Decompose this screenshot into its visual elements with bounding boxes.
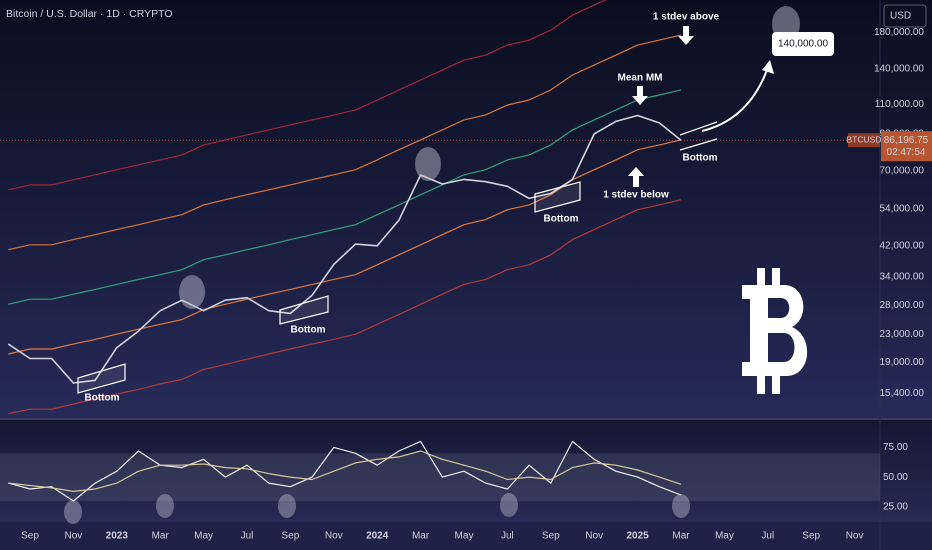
y-tick-label: 110,000.00 [875,99,925,110]
series-line [8,440,682,502]
projection-arrow [701,69,768,132]
y-tick-label: 140,000.00 [874,64,924,75]
annotation: 1 stdev below [603,190,669,201]
x-tick-label: 2024 [366,531,389,542]
target-box [772,32,834,56]
series-line [8,0,607,191]
x-tick-label: Nov [846,531,864,542]
time-axis [0,522,932,550]
arrow-up [628,167,644,187]
annotation: Bottom [544,214,579,225]
x-tick-label: May [455,531,474,542]
rsi-plot [0,440,880,502]
series-line [8,199,682,415]
y-tick-label: 54,000.00 [880,204,925,215]
highlight [156,494,174,518]
logo-part [757,268,765,288]
annotation: Bottom [683,153,718,164]
x-tick-label: Mar [412,531,430,542]
series-line [8,450,682,492]
y-tick-label: 70,000.00 [880,165,925,176]
price-label: 86,196.75 [884,135,929,146]
logo-part [772,372,780,394]
x-tick-label: Mar [152,531,170,542]
arrow-head [762,60,774,74]
main-plot [0,0,880,415]
bottom-channel [534,181,581,213]
x-tick-label: 2025 [626,531,649,542]
series-line [7,114,682,384]
rsi-panel [0,420,932,522]
price-box [881,131,932,162]
annotation: Bottom [85,393,120,404]
highlight [500,493,518,517]
countdown-label: 02:47:54 [887,147,926,158]
rsi-tick-label: 25.00 [883,502,908,513]
x-tick-label: Nov [65,531,83,542]
rsi-tick-label: 75.00 [883,442,908,453]
x-tick-label: Nov [325,531,343,542]
currency-label: USD [890,11,911,22]
highlight [415,147,441,181]
highlight [64,500,82,524]
currency-button[interactable] [883,4,927,28]
x-tick-label: Jul [761,531,774,542]
bottom-channel [679,138,718,151]
series-line [8,34,682,251]
bottom-channel [679,121,718,136]
decorations [64,4,927,524]
highlight [278,494,296,518]
annotation: Mean MM [618,73,663,84]
annotation: 140,000.00 [778,39,828,50]
x-tick-label: Nov [585,531,603,542]
x-tick-label: Jul [241,531,254,542]
x-tick-label: Jul [501,531,514,542]
x-tick-label: 2023 [106,531,129,542]
logo-part [772,268,780,288]
texts: Bitcoin / U.S. Dollar · 1D · CRYPTO USD … [6,8,932,542]
chart-title: Bitcoin / U.S. Dollar · 1D · CRYPTO [6,8,173,20]
x-tick-label: Sep [282,531,300,542]
x-tick-label: Sep [802,531,820,542]
arrow-down [678,26,694,45]
annotation: Bottom [291,325,326,336]
y-tick-label: 23,000.00 [880,329,925,340]
y-tick-label: 34,000.00 [880,271,925,282]
symbol-box [848,133,880,148]
x-tick-label: Mar [672,531,690,542]
logo-part [757,372,765,394]
rsi-tick-label: 50.00 [883,472,908,483]
x-tick-label: May [715,531,734,542]
bottom-channel [77,363,126,394]
y-tick-label: 180,000.00 [874,27,924,38]
y-tick-label: 19,000.00 [880,357,925,368]
x-tick-label: Sep [542,531,560,542]
y-tick-label: 15,400.00 [880,388,925,399]
arrow-down [632,86,648,105]
main-panel [0,0,932,418]
annotation: 1 stdev above [653,12,720,23]
series-line [8,89,682,305]
symbol-label: BTCUSD [847,134,882,144]
y-tick-label: 28,000.00 [880,300,925,311]
x-tick-label: Sep [21,531,39,542]
highlight [672,494,690,518]
y-tick-label: 42,000.00 [880,240,925,251]
bottom-channel [279,295,329,325]
logo-part [742,285,808,376]
rsi-band [0,453,880,501]
x-tick-label: May [194,531,213,542]
bitcoin-logo [742,268,808,394]
highlight [179,275,205,309]
